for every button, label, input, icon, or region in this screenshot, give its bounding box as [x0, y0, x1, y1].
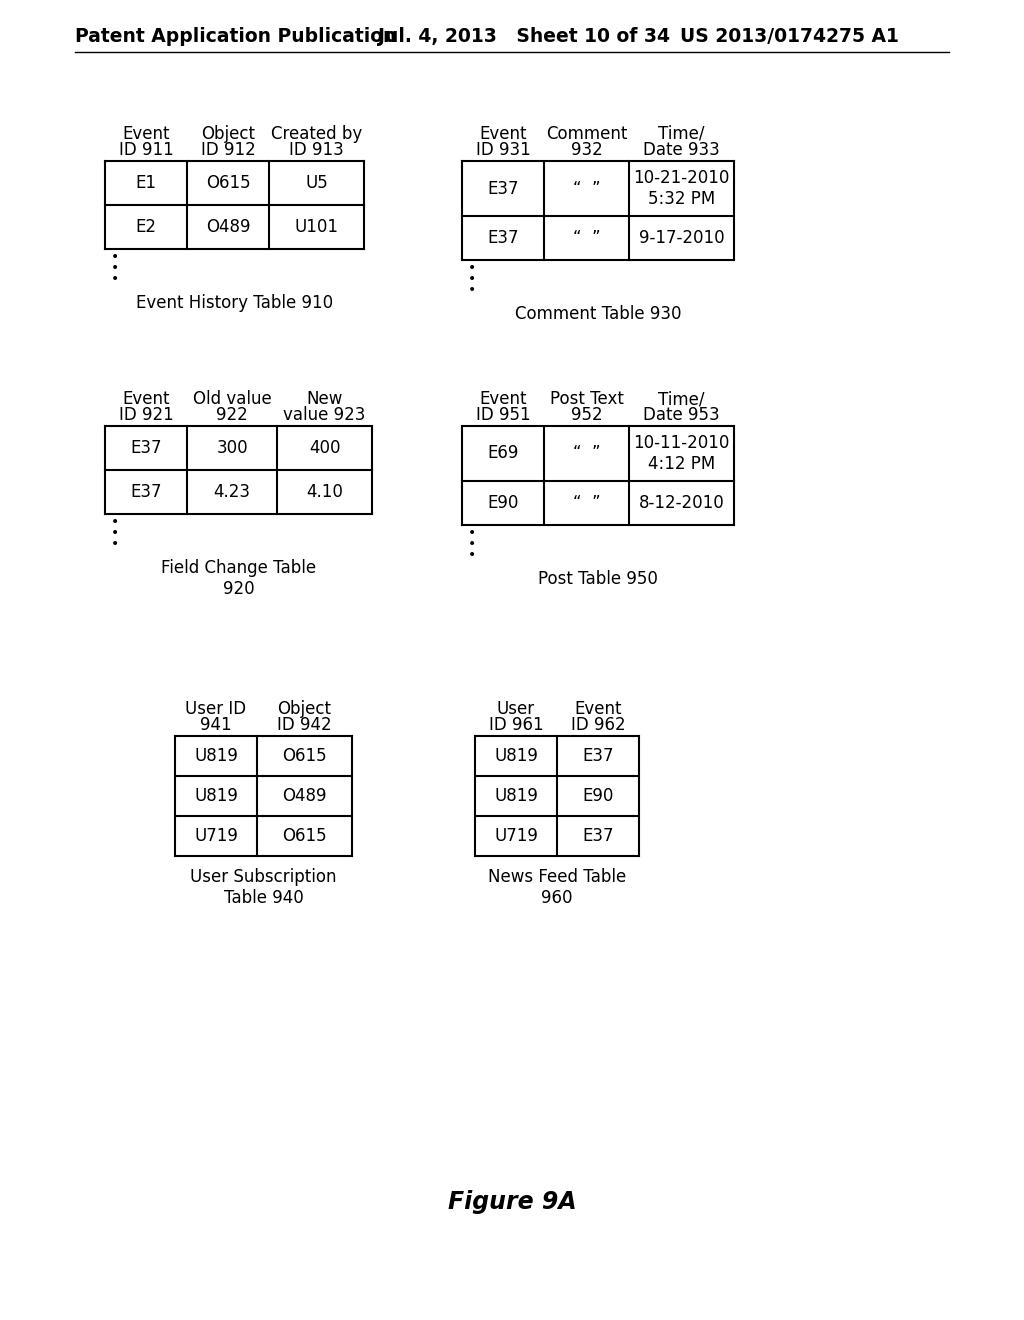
Text: 4.10: 4.10: [306, 483, 343, 502]
Text: Object: Object: [278, 700, 332, 718]
Text: •: •: [468, 537, 476, 550]
Text: New: New: [306, 389, 343, 408]
Text: ID 962: ID 962: [570, 715, 626, 734]
Text: “  ”: “ ”: [572, 445, 600, 462]
Text: Event: Event: [574, 700, 622, 718]
Text: “  ”: “ ”: [572, 494, 600, 512]
Text: 4.23: 4.23: [213, 483, 251, 502]
Text: ID 931: ID 931: [475, 141, 530, 158]
Text: U101: U101: [295, 218, 339, 236]
Text: E90: E90: [487, 494, 519, 512]
Text: ID 951: ID 951: [476, 407, 530, 424]
Text: Time/: Time/: [658, 389, 705, 408]
Text: Figure 9A: Figure 9A: [447, 1191, 577, 1214]
Text: Post Table 950: Post Table 950: [538, 570, 658, 587]
Text: •: •: [111, 525, 119, 540]
Text: U819: U819: [195, 787, 238, 805]
Text: U819: U819: [494, 787, 538, 805]
Text: E90: E90: [583, 787, 613, 805]
Text: ID 911: ID 911: [119, 141, 173, 158]
Text: 10-21-2010
5:32 PM: 10-21-2010 5:32 PM: [633, 169, 730, 209]
Text: U819: U819: [195, 747, 238, 766]
Text: ID 942: ID 942: [278, 715, 332, 734]
Text: 9-17-2010: 9-17-2010: [639, 228, 724, 247]
Text: 10-11-2010
4:12 PM: 10-11-2010 4:12 PM: [633, 434, 730, 473]
Text: 300: 300: [216, 440, 248, 457]
Text: ID 913: ID 913: [289, 141, 344, 158]
Text: ID 921: ID 921: [119, 407, 173, 424]
Text: •: •: [468, 525, 476, 540]
Text: •: •: [111, 537, 119, 550]
Text: U719: U719: [195, 828, 238, 845]
Text: E1: E1: [135, 174, 157, 191]
Text: 932: 932: [570, 141, 602, 158]
Text: value 923: value 923: [284, 407, 366, 424]
Text: •: •: [468, 282, 476, 297]
Text: User ID: User ID: [185, 700, 247, 718]
Text: O489: O489: [206, 218, 250, 236]
Text: Old value: Old value: [193, 389, 271, 408]
Text: O615: O615: [206, 174, 250, 191]
Text: U819: U819: [494, 747, 538, 766]
Text: E37: E37: [130, 440, 162, 457]
Text: Post Text: Post Text: [550, 389, 624, 408]
Text: Date 953: Date 953: [643, 407, 720, 424]
Text: •: •: [468, 261, 476, 275]
Text: E69: E69: [487, 445, 519, 462]
Text: E2: E2: [135, 218, 157, 236]
Text: Patent Application Publication: Patent Application Publication: [75, 28, 396, 46]
Text: “  ”: “ ”: [572, 228, 600, 247]
Text: User Subscription
Table 940: User Subscription Table 940: [190, 869, 337, 907]
Text: E37: E37: [583, 828, 613, 845]
Text: O615: O615: [283, 747, 327, 766]
Text: Event: Event: [479, 389, 526, 408]
Text: User: User: [497, 700, 536, 718]
Text: •: •: [468, 272, 476, 286]
Text: O615: O615: [283, 828, 327, 845]
Text: Jul. 4, 2013   Sheet 10 of 34: Jul. 4, 2013 Sheet 10 of 34: [378, 28, 670, 46]
Text: 8-12-2010: 8-12-2010: [639, 494, 724, 512]
Text: 941: 941: [200, 715, 231, 734]
Text: ID 961: ID 961: [488, 715, 544, 734]
Text: 400: 400: [309, 440, 340, 457]
Text: 922: 922: [216, 407, 248, 424]
Text: E37: E37: [130, 483, 162, 502]
Text: Object: Object: [201, 125, 255, 143]
Text: O489: O489: [283, 787, 327, 805]
Text: Created by: Created by: [271, 125, 362, 143]
Text: •: •: [111, 272, 119, 286]
Text: 952: 952: [570, 407, 602, 424]
Text: •: •: [111, 249, 119, 264]
Text: Comment Table 930: Comment Table 930: [515, 305, 681, 323]
Text: •: •: [111, 515, 119, 529]
Text: Date 933: Date 933: [643, 141, 720, 158]
Text: ID 912: ID 912: [201, 141, 255, 158]
Text: •: •: [468, 548, 476, 562]
Text: Time/: Time/: [658, 125, 705, 143]
Text: E37: E37: [487, 180, 519, 198]
Text: News Feed Table
960: News Feed Table 960: [487, 869, 626, 907]
Text: U5: U5: [305, 174, 328, 191]
Text: Event: Event: [122, 389, 170, 408]
Text: Comment: Comment: [546, 125, 627, 143]
Text: U719: U719: [494, 828, 538, 845]
Text: E37: E37: [583, 747, 613, 766]
Text: E37: E37: [487, 228, 519, 247]
Text: •: •: [111, 261, 119, 275]
Text: US 2013/0174275 A1: US 2013/0174275 A1: [680, 28, 899, 46]
Text: Event: Event: [122, 125, 170, 143]
Text: Field Change Table
920: Field Change Table 920: [161, 558, 316, 598]
Text: Event History Table 910: Event History Table 910: [136, 294, 333, 312]
Text: “  ”: “ ”: [572, 180, 600, 198]
Text: Event: Event: [479, 125, 526, 143]
